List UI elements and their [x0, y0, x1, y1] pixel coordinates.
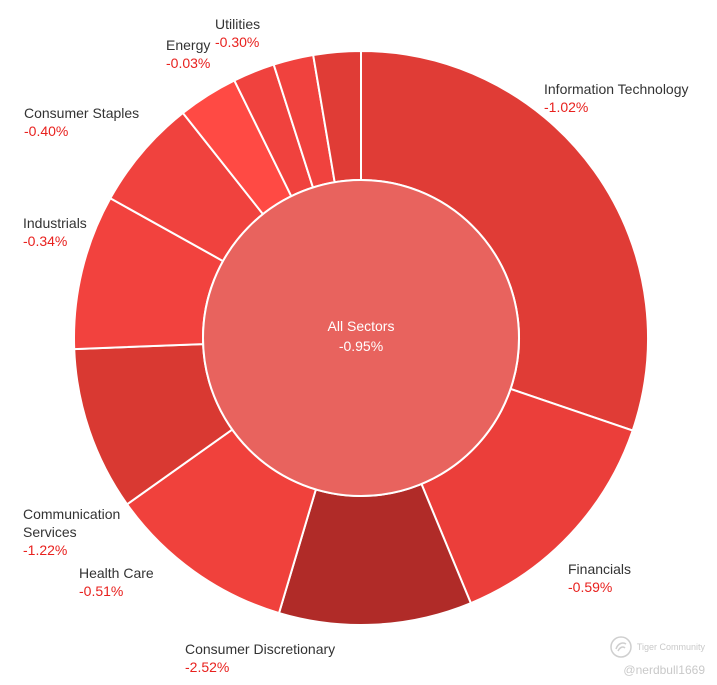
sector-name: Consumer Staples [24, 105, 140, 121]
label-energy: Energy -0.03% [166, 36, 210, 72]
sector-change: -0.34% [23, 233, 68, 249]
sector-name: Information Technology [544, 81, 689, 97]
sector-name: Consumer Discretionary [185, 641, 336, 657]
sector-change: -1.22% [23, 542, 68, 558]
label-information-technology: Information Technology -1.02% [544, 80, 689, 116]
watermark: Tiger Community @nerdbull1669 [609, 635, 705, 677]
sector-name: Energy [166, 37, 211, 53]
sector-name: Health Care [79, 565, 154, 581]
sector-name: Communication Services [23, 506, 121, 540]
sector-change: -1.02% [544, 99, 589, 115]
watermark-brand-text: Tiger Community [636, 642, 705, 652]
tiger-logo-icon [610, 636, 632, 658]
sector-change: -0.51% [79, 583, 124, 599]
sector-name: Financials [568, 561, 632, 577]
watermark-brand: Tiger Community [609, 635, 705, 659]
sector-name: Industrials [23, 215, 87, 231]
center-label: All Sectors [328, 318, 395, 334]
label-financials: Financials -0.59% [568, 560, 631, 596]
all-sectors-center[interactable] [202, 179, 520, 497]
center-value: -0.95% [339, 338, 383, 354]
sector-change: -2.52% [185, 659, 230, 675]
sector-name: Utilities [215, 16, 261, 32]
sector-change: -0.03% [166, 55, 211, 71]
sector-change: -0.59% [568, 579, 613, 595]
label-consumer-discretionary: Consumer Discretionary -2.52% [185, 640, 335, 676]
label-communication-services: Communication Services -1.22% [23, 505, 143, 559]
label-consumer-staples: Consumer Staples -0.40% [24, 104, 139, 140]
watermark-user: @nerdbull1669 [623, 663, 705, 677]
sector-change: -0.40% [24, 123, 69, 139]
label-health-care: Health Care -0.51% [79, 564, 154, 600]
label-utilities: Utilities -0.30% [215, 15, 260, 51]
label-industrials: Industrials -0.34% [23, 214, 87, 250]
sector-change: -0.30% [215, 34, 260, 50]
